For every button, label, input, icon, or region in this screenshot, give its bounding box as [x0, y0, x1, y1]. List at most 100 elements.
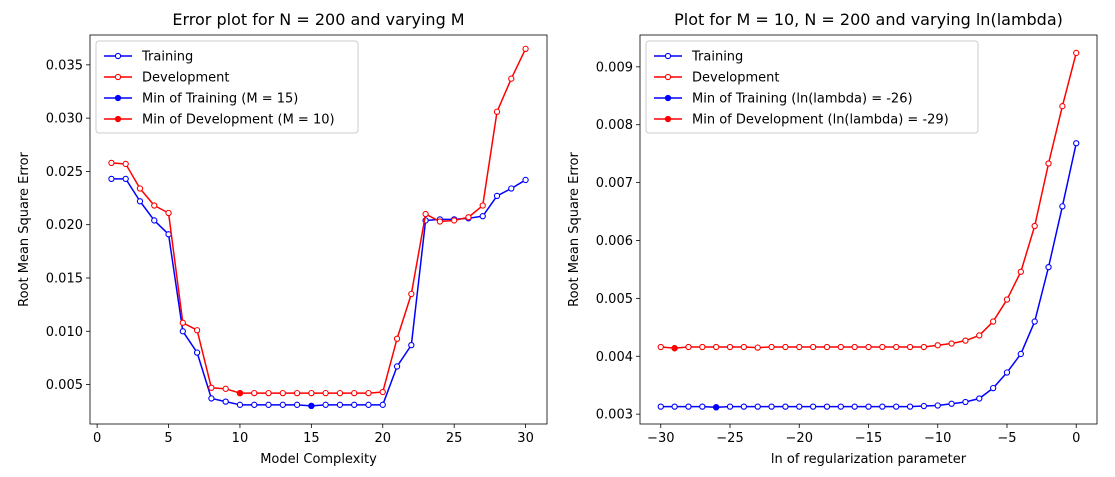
- data-point: [122, 175, 129, 183]
- data-point: [108, 175, 115, 183]
- data-point: [865, 343, 872, 351]
- legend-swatch-marker: [664, 115, 672, 123]
- x-tick-label: −15: [855, 431, 882, 446]
- x-axis-label: ln of regularization parameter: [771, 452, 967, 467]
- data-point: [782, 403, 789, 410]
- chart-panel-2: Plot for M = 10, N = 200 and varying ln(…: [567, 10, 1098, 467]
- data-point: [465, 214, 472, 221]
- x-tick-label: 20: [374, 431, 391, 446]
- data-point: [976, 332, 983, 339]
- data-point: [265, 401, 272, 408]
- data-point: [920, 402, 928, 410]
- y-tick-label: 0.007: [596, 176, 633, 191]
- y-tick-label: 0.005: [596, 292, 633, 307]
- data-point: [479, 202, 486, 209]
- data-point: [796, 343, 803, 351]
- data-point: [851, 343, 858, 351]
- data-point: [1045, 160, 1052, 167]
- data-point: [493, 108, 501, 115]
- data-point: [1031, 318, 1038, 325]
- y-tick-label: 0.006: [596, 234, 633, 249]
- data-point: [1017, 268, 1024, 275]
- x-tick-label: 5: [164, 431, 172, 446]
- x-tick-label: −25: [716, 431, 743, 446]
- y-tick-label: 0.009: [596, 60, 633, 75]
- data-point: [222, 398, 229, 405]
- legend-entry-label: Training: [141, 50, 193, 65]
- data-point: [251, 401, 258, 408]
- data-point: [796, 403, 803, 410]
- data-point: [136, 198, 144, 205]
- chart-title: Error plot for N = 200 and varying M: [172, 10, 464, 29]
- data-point: [657, 343, 664, 351]
- data-point: [809, 343, 817, 351]
- data-point: [768, 403, 775, 410]
- data-point: [208, 395, 215, 402]
- data-point: [451, 217, 458, 224]
- y-tick-label: 0.020: [46, 218, 83, 233]
- legend-entry-label: Min of Development (ln(lambda) = -29): [692, 113, 949, 128]
- data-point: [1003, 296, 1011, 303]
- data-point: [976, 395, 983, 402]
- legend-swatch-marker: [664, 94, 672, 102]
- x-tick-label: −30: [647, 431, 674, 446]
- data-point: [1045, 263, 1052, 271]
- data-point: [1059, 103, 1066, 110]
- data-point: [493, 192, 501, 200]
- data-point: [754, 403, 761, 410]
- data-point: [151, 217, 158, 224]
- data-point: [865, 403, 872, 410]
- data-point: [322, 389, 329, 397]
- data-point: [193, 349, 201, 356]
- legend-swatch-marker: [114, 73, 122, 81]
- data-point: [251, 389, 258, 397]
- series-min-of-training-ln-lambda-26: [713, 404, 720, 411]
- data-point: [962, 337, 969, 344]
- data-point: [906, 343, 914, 351]
- y-tick-label: 0.005: [46, 378, 83, 393]
- data-point: [837, 403, 844, 410]
- data-point: [336, 401, 344, 408]
- data-point: [408, 341, 415, 349]
- data-point: [279, 389, 286, 397]
- data-point: [322, 401, 329, 408]
- x-tick-label: 30: [517, 431, 534, 446]
- data-point: [522, 45, 529, 53]
- data-point: [1073, 49, 1080, 57]
- data-point: [293, 401, 301, 408]
- data-point: [365, 401, 372, 408]
- x-tick-label: 0: [93, 431, 101, 446]
- data-point: [671, 403, 678, 410]
- x-tick-label: 10: [232, 431, 249, 446]
- data-point: [740, 343, 748, 351]
- data-point: [1003, 369, 1011, 376]
- data-point: [208, 384, 215, 391]
- legend: Training Development Min of Training (ln(l…: [645, 40, 979, 134]
- legend-entry-label: Development: [142, 71, 230, 86]
- min-point: [671, 345, 678, 352]
- legend-entry-label: Min of Development (M = 10): [142, 113, 335, 128]
- data-point: [236, 401, 244, 408]
- y-tick-label: 0.004: [596, 350, 633, 365]
- legend-box: [645, 40, 979, 134]
- min-point: [713, 404, 720, 411]
- data-point: [920, 343, 928, 351]
- data-point: [893, 343, 900, 351]
- legend-box: [95, 40, 359, 134]
- legend-swatch-marker: [664, 73, 672, 81]
- data-point: [222, 385, 229, 392]
- data-point: [934, 402, 941, 409]
- legend-swatch-marker: [664, 52, 672, 60]
- min-point: [308, 402, 315, 410]
- data-point: [122, 160, 129, 168]
- data-point: [436, 218, 444, 225]
- data-point: [308, 389, 315, 397]
- y-tick-label: 0.015: [46, 271, 83, 286]
- axes-frame: [89, 34, 548, 425]
- legend-swatch-marker: [114, 52, 122, 60]
- data-point: [823, 343, 831, 351]
- legend-swatch-marker: [114, 115, 122, 123]
- data-point: [479, 213, 486, 220]
- data-point: [948, 340, 955, 347]
- x-tick-label: −10: [924, 431, 951, 446]
